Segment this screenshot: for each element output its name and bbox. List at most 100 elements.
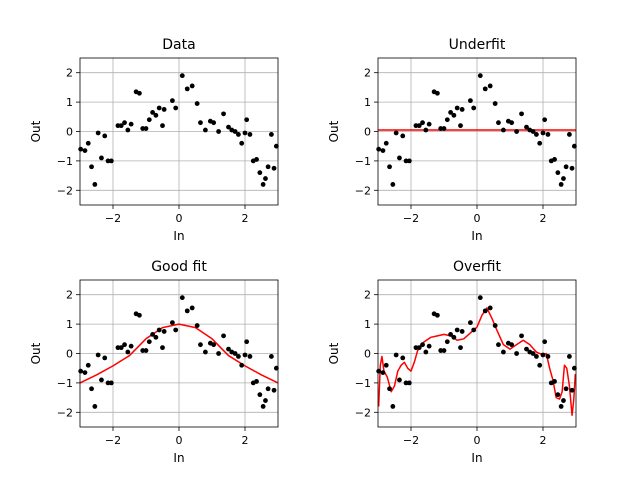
y-axis-label: Out — [327, 342, 341, 364]
data-point — [501, 127, 506, 133]
data-point — [108, 380, 114, 386]
data-point — [390, 404, 396, 409]
data-point — [563, 164, 569, 170]
data-point — [122, 342, 127, 348]
y-tick-label: 0 — [66, 126, 73, 139]
data-point — [420, 120, 425, 126]
data-point — [260, 182, 266, 187]
data-point — [509, 342, 515, 348]
data-point — [128, 343, 134, 349]
data-point — [179, 295, 185, 301]
data-point — [89, 164, 94, 170]
data-point — [496, 120, 501, 126]
data-point — [156, 105, 162, 111]
data-point — [416, 123, 422, 129]
data-point — [263, 176, 268, 181]
data-point — [519, 111, 524, 117]
data-point — [383, 362, 389, 368]
data-point — [383, 140, 389, 146]
data-point — [153, 112, 159, 118]
data-point — [85, 362, 91, 368]
y-tick-label: 0 — [364, 348, 371, 361]
data-point — [468, 98, 473, 104]
data-point — [257, 170, 263, 176]
y-tick-label: 2 — [364, 67, 371, 80]
data-point — [140, 348, 146, 353]
data-point — [558, 182, 564, 187]
data-point — [82, 148, 88, 154]
data-point — [115, 123, 121, 129]
data-point — [563, 386, 569, 392]
data-point — [540, 352, 546, 358]
subplot-title: Data — [162, 37, 195, 53]
y-tick-label: −2 — [57, 184, 73, 197]
data-point — [542, 117, 548, 123]
data-point — [226, 346, 231, 352]
data-point — [406, 380, 412, 386]
data-point — [509, 120, 515, 126]
data-point — [78, 368, 84, 374]
data-point — [413, 123, 419, 129]
data-point — [211, 120, 217, 126]
data-point — [569, 165, 575, 171]
data-point — [92, 182, 98, 187]
data-point — [108, 158, 114, 164]
x-axis-label: In — [471, 451, 482, 465]
y-axis-label: Out — [327, 120, 341, 142]
data-point — [271, 387, 277, 393]
data-point — [216, 351, 222, 356]
data-point — [423, 127, 429, 133]
data-point — [487, 305, 493, 311]
data-point — [153, 334, 159, 340]
data-point — [441, 348, 447, 353]
data-point — [232, 129, 238, 134]
data-point — [400, 355, 406, 361]
subplot-1: −2 0 2 −2 −1 0 1 2 Data In Out — [29, 37, 279, 243]
data-point — [150, 109, 156, 115]
data-point — [239, 362, 245, 368]
data-point — [397, 377, 402, 383]
data-point — [244, 339, 250, 345]
data-point — [397, 155, 402, 161]
data-point — [105, 380, 111, 386]
subplot-3: −2 0 2 −2 −1 0 1 2 Good fit In Out — [29, 259, 279, 465]
data-point — [376, 146, 382, 152]
data-point — [102, 355, 108, 361]
data-point — [387, 164, 392, 170]
data-point — [441, 126, 447, 131]
data-point — [216, 129, 222, 134]
data-point — [198, 342, 203, 348]
data-point — [435, 312, 440, 318]
data-point — [561, 398, 566, 403]
data-point — [569, 387, 575, 393]
x-tick-label: 0 — [474, 212, 481, 225]
data-point — [156, 327, 162, 333]
data-point — [242, 352, 248, 358]
data-point — [211, 342, 217, 348]
data-point — [247, 132, 253, 137]
subplot-title: Underfit — [449, 37, 506, 53]
data-point — [454, 327, 460, 333]
data-point — [128, 121, 134, 127]
data-point — [271, 165, 277, 171]
data-point — [471, 105, 477, 111]
data-point — [184, 86, 190, 92]
data-point — [118, 123, 124, 129]
data-point — [482, 86, 488, 92]
data-point — [448, 109, 453, 115]
data-point — [403, 158, 409, 164]
data-point — [161, 107, 167, 112]
data-point — [160, 345, 165, 351]
data-point — [393, 352, 399, 358]
data-point — [492, 101, 498, 106]
data-point — [137, 90, 142, 96]
data-point — [122, 120, 127, 126]
data-point — [558, 404, 564, 409]
x-tick-label: −2 — [403, 434, 419, 447]
data-point — [542, 339, 548, 345]
data-point — [555, 170, 561, 176]
x-tick-label: 0 — [176, 434, 183, 447]
data-point — [254, 157, 259, 162]
x-tick-label: −2 — [105, 434, 121, 447]
data-point — [173, 105, 179, 111]
